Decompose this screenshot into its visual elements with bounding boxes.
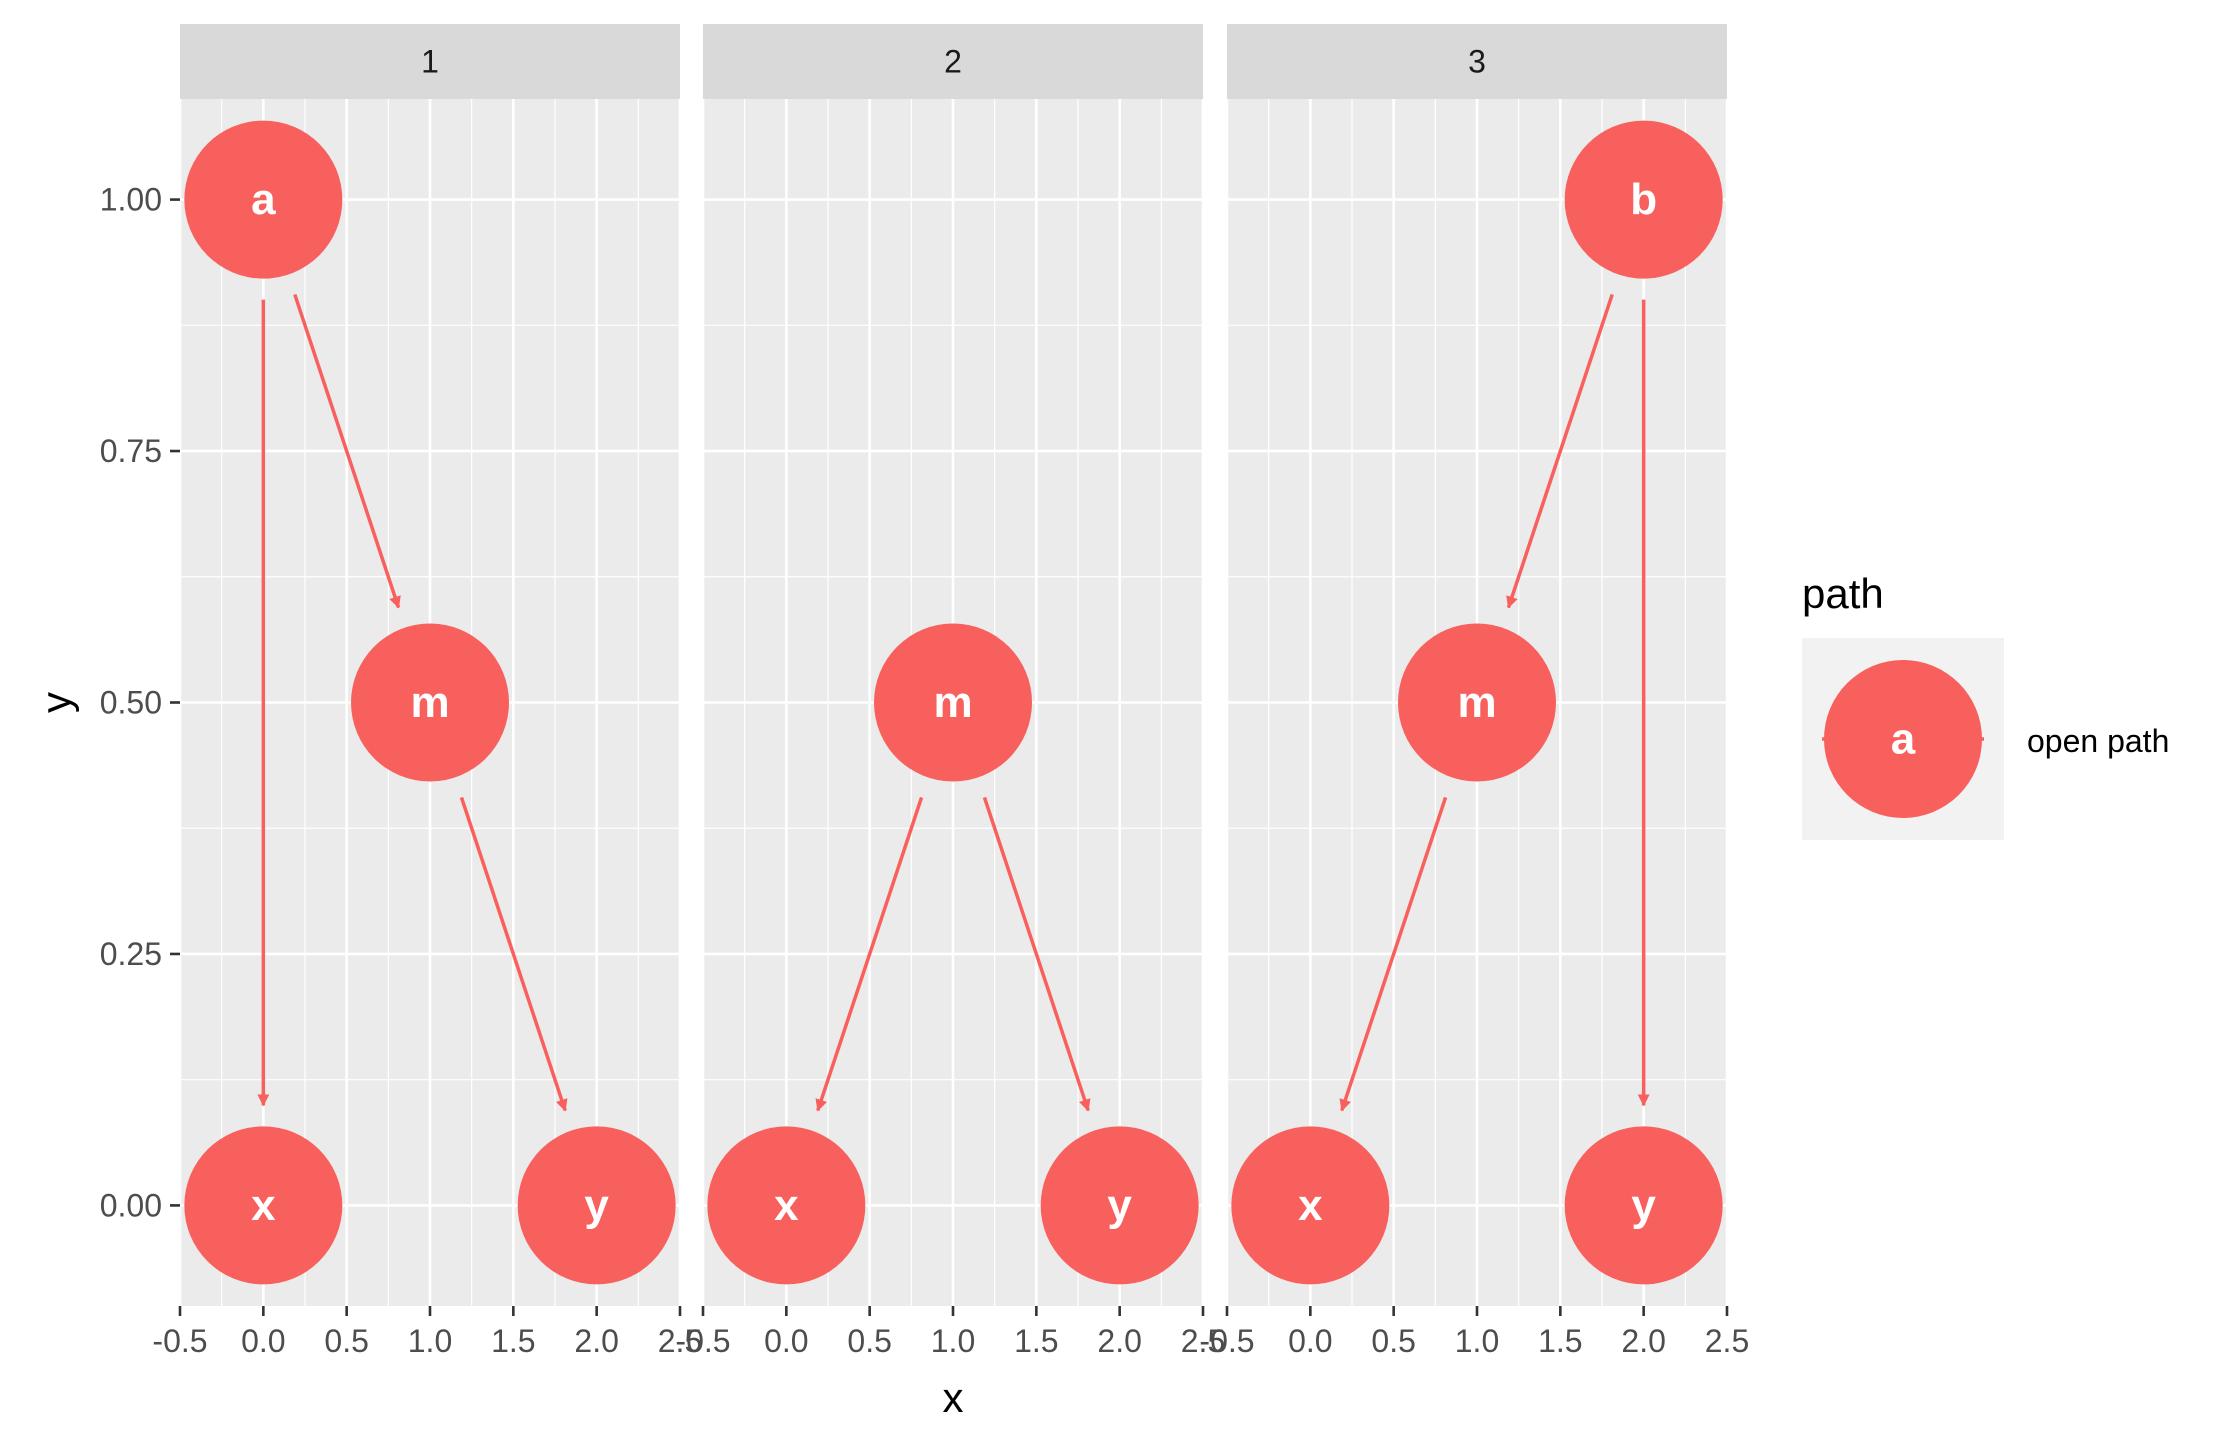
legend-title: path (1802, 570, 1884, 617)
edge-a-m (293, 293, 401, 609)
x-tick-label: -0.5 (152, 1323, 207, 1359)
node-label-m: m (410, 678, 449, 727)
node-label-x: x (251, 1181, 276, 1230)
facet-panel-3: 3 -0.5 0.0 0.5 1.0 1.5 2.0 2.5 b m x y (1199, 24, 1749, 1359)
node-x (184, 1126, 343, 1285)
y-tick-label: 0.75 (100, 433, 162, 469)
x-axis-title: x (943, 1374, 964, 1421)
node-label-y: y (1107, 1181, 1132, 1230)
facet-panel-2: 2 -0.5 0.0 0.5 1.0 1.5 2.0 2.5 m x y (675, 24, 1225, 1359)
x-tick-label: 2.0 (574, 1323, 618, 1359)
x-tick-label: 0.0 (241, 1323, 285, 1359)
x-tick-label: 0.0 (1288, 1323, 1332, 1359)
x-tick-label: 0.5 (1371, 1323, 1415, 1359)
legend: path a open path (1802, 570, 2169, 840)
strip-label: 1 (421, 44, 439, 80)
y-tick-label: 0.25 (100, 936, 162, 972)
facet-panel-1: 1 -0.5 0.0 0.5 1.0 1.5 2.0 2.5 a m x y (152, 24, 702, 1359)
y-tick-label: 0.50 (100, 685, 162, 721)
edge-m-y (982, 796, 1091, 1112)
legend-entry-open-path: open path (2027, 723, 2169, 759)
strip-label: 3 (1468, 44, 1486, 80)
x-tick-label: 0.5 (847, 1323, 891, 1359)
node-label-b: b (1630, 175, 1657, 224)
x-tick-label: 2.5 (1181, 1323, 1225, 1359)
node-m (874, 623, 1032, 782)
x-tick-label: 1.0 (1455, 1323, 1499, 1359)
x-tick-label: 1.0 (931, 1323, 975, 1359)
x-tick-label: 2.0 (1621, 1323, 1665, 1359)
node-label-y: y (584, 1181, 609, 1230)
y-axis: 0.00 0.25 0.50 0.75 1.00 (100, 182, 180, 1223)
x-tick-label: 2.5 (1705, 1323, 1749, 1359)
node-m (351, 623, 509, 782)
strip-label: 2 (944, 44, 962, 80)
x-tick-label: 1.5 (491, 1323, 535, 1359)
node-y (1564, 1126, 1723, 1285)
node-a (184, 120, 343, 279)
x-tick-label: -0.5 (675, 1323, 730, 1359)
strip-background (180, 24, 680, 99)
x-tick-label: 1.0 (408, 1323, 452, 1359)
strip-background (1227, 24, 1727, 99)
edge-m-y (459, 796, 568, 1112)
node-x (707, 1126, 866, 1285)
node-label-x: x (774, 1181, 799, 1230)
y-tick-label: 0.00 (100, 1187, 162, 1223)
edge-m-x (815, 796, 924, 1112)
node-label-m: m (933, 678, 972, 727)
x-tick-label: 1.5 (1014, 1323, 1058, 1359)
legend-key-node (1824, 660, 1982, 818)
node-x (1231, 1126, 1390, 1285)
x-tick-label: 0.0 (764, 1323, 808, 1359)
x-tick-label: -0.5 (1199, 1323, 1254, 1359)
node-m (1398, 623, 1556, 782)
node-y (1040, 1126, 1199, 1285)
legend-key-letter: a (1891, 715, 1916, 764)
x-tick-label: 2.5 (658, 1323, 702, 1359)
edge-m-x (1339, 796, 1448, 1112)
facet-panels: 1 -0.5 0.0 0.5 1.0 1.5 2.0 2.5 a m x y 2 -0.5 0.0 0.5 1.… (152, 24, 1749, 1359)
y-axis-title: y (33, 692, 80, 713)
x-tick-label: 1.5 (1538, 1323, 1582, 1359)
node-label-y: y (1631, 1181, 1656, 1230)
edge-b-m (1506, 293, 1614, 609)
x-tick-label: 0.5 (324, 1323, 368, 1359)
node-label-m: m (1457, 678, 1496, 727)
strip-background (703, 24, 1203, 99)
x-tick-label: 2.0 (1097, 1323, 1141, 1359)
node-label-x: x (1298, 1181, 1323, 1230)
node-b (1564, 120, 1723, 279)
y-tick-label: 1.00 (100, 182, 162, 218)
node-label-a: a (251, 175, 276, 224)
node-y (517, 1126, 676, 1285)
